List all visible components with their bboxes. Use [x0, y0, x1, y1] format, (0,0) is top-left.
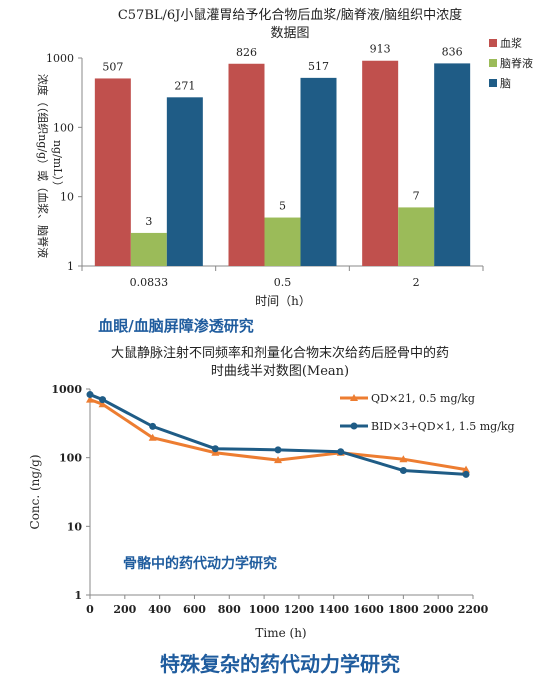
line-chart-axes: 1 10 100 1000 0 200 400 600 800 1000 1200 1400 1600 1…: [51, 383, 488, 616]
bar-chart-title-line2: 数据图: [270, 26, 309, 41]
data-point-circle: [462, 470, 470, 478]
bar: [398, 207, 435, 266]
bar-data-label: 836: [442, 45, 463, 58]
bar-chart-ylabel-line2: ng/mL））: [51, 140, 64, 192]
bar-x-tick-label: 2: [413, 276, 420, 289]
bar-chart-caption: 血眼/血脑屏障渗透研究: [98, 317, 253, 335]
bar-chart-bars: 507 3 271 826 5 517 913 7 836: [94, 43, 471, 267]
data-point-circle: [86, 391, 94, 399]
legend-swatch: [489, 79, 497, 87]
data-point-triangle: [148, 433, 157, 441]
line-y-tick-label: 1: [74, 589, 82, 602]
line-x-tick-label: 2200: [458, 603, 489, 616]
legend-label: 血浆: [500, 36, 522, 50]
bar-data-label: 3: [145, 215, 152, 228]
bar: [300, 77, 337, 266]
data-point-triangle: [86, 395, 94, 403]
bar-y-tick-label: 10: [60, 191, 74, 204]
legend-label: 脑脊液: [500, 56, 533, 70]
series-line: [89, 393, 467, 476]
bar-data-label: 7: [413, 189, 420, 202]
line-x-tick-label: 200: [113, 603, 136, 616]
bar-chart-title-line1: C57BL/6J小鼠灌胃给予化合物后血浆/脑脊液/脑组织中浓度: [118, 7, 462, 23]
bar-chart-ylabel-line1: 浓度（（组织ng/g）或（血浆、脑脊液: [36, 74, 50, 258]
bar-data-label: 913: [370, 43, 391, 56]
bar-chart-xlabel: 时间（h）: [255, 294, 311, 308]
legend-marker: [350, 422, 358, 430]
legend-label: QD×21, 0.5 mg/kg: [371, 392, 475, 405]
legend-swatch: [489, 39, 497, 47]
bar-data-label: 517: [308, 60, 329, 73]
line-x-tick-label: 1200: [284, 603, 315, 616]
bar: [94, 78, 131, 266]
bar-x-tick-label: 0.5: [274, 276, 292, 289]
bar-y-tick-label: 1000: [46, 52, 74, 65]
data-point-triangle: [462, 465, 471, 473]
legend-swatch: [489, 59, 497, 67]
bar-y-tick-label: 100: [53, 121, 74, 134]
line-x-tick-label: 1800: [388, 603, 419, 616]
line-x-tick-label: 1000: [249, 603, 280, 616]
footer-title: 特殊复杂的药代动力学研究: [160, 652, 400, 676]
bar-data-label: 826: [236, 46, 257, 59]
line-x-tick-label: 800: [218, 603, 241, 616]
legend-marker: [350, 394, 358, 401]
bar-data-label: 5: [279, 200, 286, 213]
data-point-triangle: [98, 400, 107, 408]
line-chart-title-line1: 大鼠静脉注射不同频率和剂量化合物末次给药后胫骨中的药: [111, 345, 449, 361]
data-point-circle: [274, 446, 282, 454]
bar-chart: C57BL/6J小鼠灌胃给予化合物后血浆/脑脊液/脑组织中浓度 数据图 浓度（（…: [36, 7, 533, 335]
line-chart-series: [86, 391, 471, 478]
line-x-tick-label: 1600: [353, 603, 384, 616]
line-y-tick-label: 10: [67, 520, 83, 533]
legend-label: BID×3+QD×1, 1.5 mg/kg: [371, 420, 515, 433]
bar-y-tick-label: 1: [67, 260, 74, 273]
line-chart-title-line2: 时曲线半对数图(Mean): [211, 364, 349, 379]
line-chart-legend: QD×21, 0.5 mg/kg BID×3+QD×1, 1.5 mg/kg: [340, 392, 515, 433]
line-y-tick-label: 1000: [51, 383, 82, 396]
data-point-triangle: [211, 448, 220, 456]
line-x-tick-label: 0: [86, 603, 94, 616]
line-chart-ylabel: Conc. (ng/g): [28, 455, 42, 530]
series-line: [89, 398, 467, 472]
bar-data-label: 271: [174, 79, 195, 92]
data-point-circle: [211, 445, 219, 453]
line-x-tick-label: 600: [183, 603, 206, 616]
bar: [130, 232, 167, 266]
data-point-circle: [337, 448, 345, 456]
line-chart-xlabel: Time (h): [255, 626, 306, 640]
data-point-circle: [149, 422, 157, 430]
data-point-triangle: [399, 455, 408, 463]
line-x-tick-label: 1400: [318, 603, 349, 616]
line-chart: 大鼠静脉注射不同频率和剂量化合物末次给药后胫骨中的药 时曲线半对数图(Mean)…: [28, 345, 515, 640]
bar: [166, 97, 203, 266]
bar: [362, 60, 399, 266]
bar: [264, 217, 301, 266]
data-point-circle: [99, 396, 107, 404]
bar: [228, 63, 265, 267]
bar: [434, 63, 471, 266]
line-x-tick-label: 400: [148, 603, 171, 616]
data-point-circle: [399, 467, 407, 475]
data-point-triangle: [274, 456, 283, 464]
line-x-tick-label: 2000: [423, 603, 454, 616]
legend-label: 脑: [500, 77, 511, 90]
bar-data-label: 507: [102, 60, 123, 73]
line-y-tick-label: 100: [59, 452, 82, 465]
bar-x-tick-label: 0.0833: [130, 276, 169, 289]
line-chart-caption: 骨骼中的药代动力学研究: [123, 555, 277, 572]
